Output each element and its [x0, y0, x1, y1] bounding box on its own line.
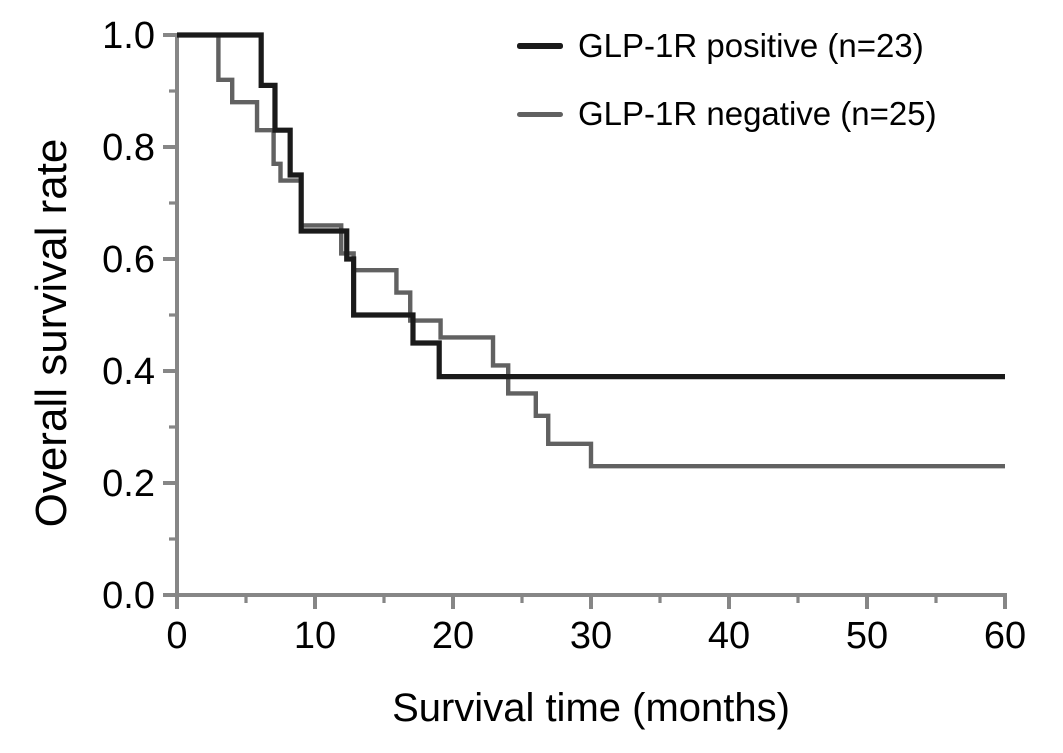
x-tick-label: 10: [294, 615, 336, 657]
legend-line-sample-negative: [517, 111, 563, 117]
y-tick-label: 0.8: [102, 127, 155, 169]
y-tick-label: 0.2: [102, 463, 155, 505]
survival-curve-glp1r-negative: [177, 32, 1005, 469]
legend-label-negative: GLP-1R negative (n=25): [578, 95, 937, 132]
legend-item-glp1r-positive: GLP-1R positive (n=23): [517, 26, 924, 66]
legend-item-glp1r-negative: GLP-1R negative (n=25): [517, 94, 937, 134]
x-axis-title: Survival time (months): [392, 686, 790, 730]
y-tick-label: 1.0: [102, 15, 155, 57]
survival-curve-glp1r-positive: [177, 32, 1005, 380]
x-tick-label: 0: [166, 615, 187, 657]
y-tick-label: 0.0: [102, 575, 155, 617]
y-axis-title: Overall survival rate: [27, 138, 76, 528]
x-tick-label: 20: [432, 615, 474, 657]
legend-label-positive: GLP-1R positive (n=23): [578, 27, 924, 64]
x-tick-label: 40: [708, 615, 750, 657]
x-tick-label: 60: [984, 615, 1026, 657]
y-tick-label: 0.6: [102, 239, 155, 281]
y-tick-label: 0.4: [102, 351, 155, 393]
x-tick-label: 30: [570, 615, 612, 657]
legend-line-sample-positive: [517, 43, 563, 49]
x-tick-label: 50: [846, 615, 888, 657]
